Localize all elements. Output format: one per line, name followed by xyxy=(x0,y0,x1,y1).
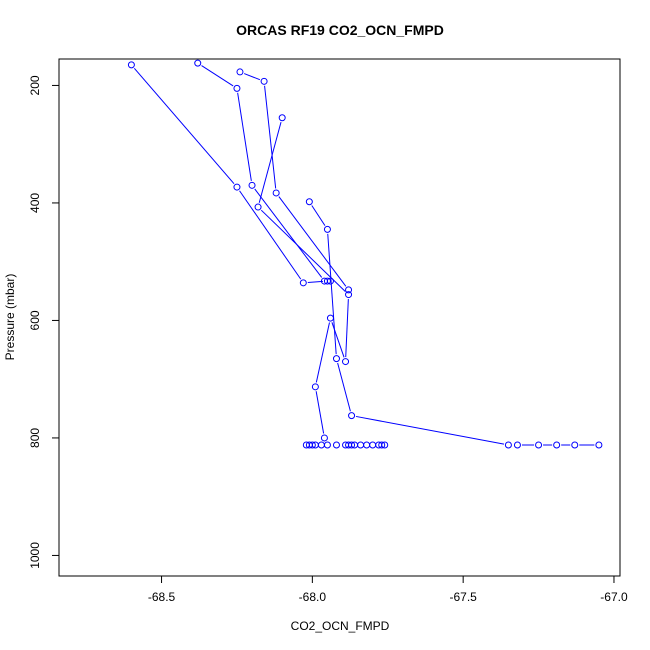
data-point xyxy=(378,441,386,449)
data-point xyxy=(345,286,353,294)
data-point xyxy=(236,68,244,76)
data-point xyxy=(308,441,316,449)
series-line xyxy=(258,121,282,203)
data-point xyxy=(311,383,319,391)
data-point xyxy=(332,441,340,449)
data-point xyxy=(553,441,561,449)
data-point xyxy=(348,412,356,420)
series-line xyxy=(327,233,337,355)
series-line xyxy=(345,299,349,358)
data-point xyxy=(260,77,268,85)
data-point xyxy=(345,291,353,299)
series-line xyxy=(237,92,252,181)
series-segment-0 xyxy=(127,61,331,287)
data-point xyxy=(194,59,202,67)
data-point xyxy=(513,441,521,449)
series-segment-1 xyxy=(194,59,334,285)
series-line xyxy=(337,362,351,412)
data-point xyxy=(278,114,286,122)
data-point xyxy=(254,203,262,211)
series-segment-3 xyxy=(254,114,353,442)
data-point xyxy=(305,198,313,206)
data-point xyxy=(272,189,280,197)
y-tick-label: 200 xyxy=(28,75,42,95)
data-point xyxy=(595,441,603,449)
data-point xyxy=(299,279,307,287)
surface-points xyxy=(302,441,389,449)
series-line xyxy=(315,391,325,434)
data-point xyxy=(535,441,543,449)
x-tick-label: -67.5 xyxy=(449,590,477,604)
y-tick-label: 1000 xyxy=(28,542,42,569)
data-point xyxy=(233,183,241,191)
data-point xyxy=(381,441,389,449)
data-point xyxy=(323,225,331,233)
data-point xyxy=(348,441,356,449)
x-axis: -68.5 -68.0 -67.5 -67.0 xyxy=(148,576,628,604)
data-point xyxy=(571,441,579,449)
data-point xyxy=(323,441,331,449)
y-axis: 200 400 600 800 1000 xyxy=(28,75,59,569)
series-line xyxy=(278,196,347,287)
data-point xyxy=(504,441,512,449)
data-point xyxy=(323,277,331,285)
x-tick-label: -68.0 xyxy=(299,590,327,604)
x-tick-label: -67.0 xyxy=(600,590,628,604)
series-line xyxy=(254,188,323,278)
data-point xyxy=(326,314,334,322)
series-segment-2 xyxy=(236,68,353,294)
series-line xyxy=(315,322,330,383)
data-point xyxy=(320,434,328,442)
plot-area xyxy=(127,59,603,449)
data-point xyxy=(233,84,241,92)
data-point xyxy=(317,441,325,449)
series-line xyxy=(239,190,302,280)
data-point xyxy=(342,358,350,366)
data-point xyxy=(332,355,340,363)
chart-title: ORCAS RF19 CO2_OCN_FMPD xyxy=(236,22,444,38)
series-line xyxy=(307,280,323,284)
data-point xyxy=(369,441,377,449)
series-line xyxy=(133,67,235,184)
series-line xyxy=(260,209,346,292)
data-point xyxy=(357,441,365,449)
y-axis-label: Pressure (mbar) xyxy=(3,274,17,361)
series-line xyxy=(201,65,234,87)
x-tick-label: -68.5 xyxy=(148,590,176,604)
y-tick-label: 400 xyxy=(28,193,42,213)
series-line xyxy=(355,415,505,445)
series-line xyxy=(311,205,326,226)
data-point xyxy=(127,61,135,69)
y-tick-label: 600 xyxy=(28,310,42,330)
plot-frame xyxy=(58,58,621,577)
series-line xyxy=(264,85,277,189)
data-point xyxy=(363,441,371,449)
y-tick-label: 800 xyxy=(28,428,42,448)
series-line xyxy=(331,322,345,358)
series-line xyxy=(243,73,261,81)
data-point xyxy=(248,181,256,189)
series-segment-4 xyxy=(305,198,603,449)
x-axis-label: CO2_OCN_FMPD xyxy=(291,619,390,633)
